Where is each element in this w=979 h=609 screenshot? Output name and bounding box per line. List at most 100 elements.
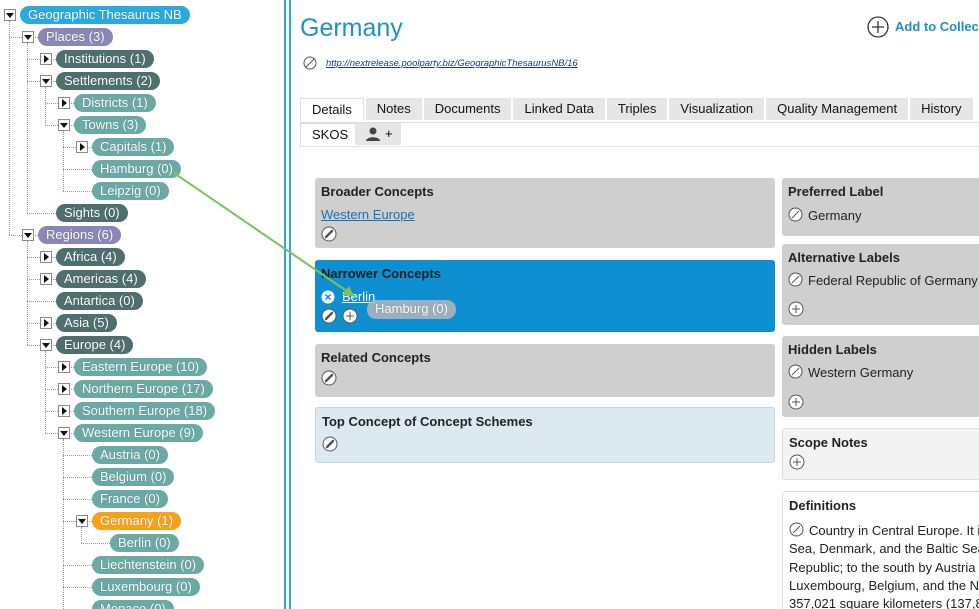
tree-node[interactable]: Settlements (2) [56,72,161,90]
remove-icon[interactable] [321,290,335,304]
tab[interactable]: Linked Data [513,98,605,120]
tab-user[interactable]: + [355,123,401,145]
tree-connector [27,241,28,345]
definition-line: 357,021 square kilometers (137,8 [789,596,979,609]
tab-skos[interactable]: SKOS [300,123,361,146]
definition-line: Country in Central Europe. It i [809,523,979,538]
tree-node[interactable]: Americas (4) [56,270,146,288]
edit-icon[interactable] [788,364,803,379]
splitter[interactable] [284,0,286,609]
box-title: Preferred Label [788,184,884,199]
box-title: Hidden Labels [788,342,877,357]
tree-node[interactable]: Eastern Europe (10) [74,358,208,376]
tab[interactable]: Details [300,98,364,121]
tree-node[interactable]: Austria (0) [92,446,168,464]
link-icon[interactable] [321,308,337,324]
user-icon [366,127,380,141]
box-title: Scope Notes [789,435,868,450]
link-icon[interactable] [321,226,337,242]
tree-connector [81,527,82,543]
tab[interactable]: Triples [606,98,668,120]
alt-labels-box: Alternative Labels Federal Republic of G… [782,244,979,325]
tree-node[interactable]: France (0) [92,490,168,508]
tree-node[interactable]: Antartica (0) [56,292,143,310]
box-title: Related Concepts [321,350,431,365]
tree-toggle[interactable] [40,251,52,263]
tree-toggle[interactable] [40,273,52,285]
tree-toggle[interactable] [58,361,70,373]
tree-node[interactable]: Hamburg (0) [92,160,181,178]
link-icon[interactable] [321,370,337,386]
tree-toggle[interactable] [58,97,70,109]
tree-node[interactable]: Northern Europe (17) [74,380,213,398]
tree-toggle[interactable] [40,317,52,329]
tree-node[interactable]: Leipzig (0) [92,182,169,200]
tree-node[interactable]: Institutions (1) [56,50,154,68]
add-icon[interactable] [788,301,804,317]
tree-node[interactable]: Districts (1) [74,94,156,112]
tab[interactable]: Documents [423,98,512,120]
add-icon[interactable] [867,16,889,38]
add-icon[interactable] [788,394,804,410]
label-value: Federal Republic of Germany [808,273,978,288]
tree-node[interactable]: Capitals (1) [92,138,175,156]
narrower-box: Narrower Concepts Berlin Hamburg (0) [315,260,775,332]
tree-toggle[interactable] [58,405,70,417]
add-icon[interactable] [789,454,805,470]
drag-ghost: Hamburg (0) [367,300,456,319]
tree-connector [63,169,92,170]
definitions-box: Definitions Country in Central Europe. I… [782,491,979,609]
box-title: Narrower Concepts [321,266,441,281]
tree-node[interactable]: Belgium (0) [92,468,175,486]
edit-icon[interactable] [789,522,804,537]
tree-toggle[interactable] [40,339,52,351]
tree-node[interactable]: Asia (5) [56,314,117,332]
tree-node[interactable]: Monaco (0) [92,600,174,609]
add-to-collection[interactable]: Add to Collec [895,19,979,34]
related-box: Related Concepts [315,344,775,397]
link-icon[interactable] [322,436,338,452]
box-title: Alternative Labels [788,250,900,265]
tree-toggle[interactable] [40,53,52,65]
tree-node[interactable]: Europe (4) [56,336,134,354]
tree-connector [63,499,92,500]
tree-node[interactable]: Western Europe (9) [74,424,204,442]
tab[interactable]: Notes [365,98,422,120]
tree-node[interactable]: Berlin (0) [110,534,179,552]
tree-node[interactable]: Towns (3) [74,116,147,134]
edit-icon[interactable] [303,56,317,70]
label-value: Western Germany [808,365,914,380]
tree-toggle[interactable] [58,383,70,395]
broader-link[interactable]: Western Europe [321,207,415,222]
concept-uri[interactable]: http://nextrelease.poolparty.biz/Geograp… [326,58,578,69]
tree-toggle[interactable] [58,427,70,439]
edit-icon[interactable] [788,207,803,222]
tree-toggle[interactable] [40,75,52,87]
definition-line: Republic; to the south by Austria [789,560,976,575]
tab[interactable]: Quality Management [766,98,909,120]
scope-notes-box: Scope Notes [782,428,979,480]
tree-node[interactable]: Luxembourg (0) [92,578,200,596]
tree-node[interactable]: Africa (4) [56,248,125,266]
tree-node[interactable]: Southern Europe (18) [74,402,216,420]
tree-toggle[interactable] [76,515,88,527]
edit-icon[interactable] [788,272,803,287]
tree-node[interactable]: Regions (6) [38,226,122,244]
tab[interactable]: Visualization [669,98,765,120]
tree-toggle[interactable] [22,31,34,43]
tab[interactable]: History [910,98,973,120]
tree-toggle[interactable] [22,229,34,241]
tree-toggle[interactable] [4,9,16,21]
tree-toggle[interactable] [58,119,70,131]
tree-connector [27,301,56,302]
tree-node[interactable]: Liechtenstein (0) [92,556,205,574]
tree-node[interactable]: Geographic Thesaurus NB [20,6,190,24]
tree-node[interactable]: Places (3) [38,28,113,46]
tree-connector [63,131,64,191]
tree-node[interactable]: Germany (1) [92,512,181,530]
definition-line: Sea, Denmark, and the Baltic Sea [789,541,979,556]
tree-node[interactable]: Sights (0) [56,204,128,222]
tree-toggle[interactable] [76,141,88,153]
tree-connector [63,587,92,588]
add-icon[interactable] [342,308,358,324]
